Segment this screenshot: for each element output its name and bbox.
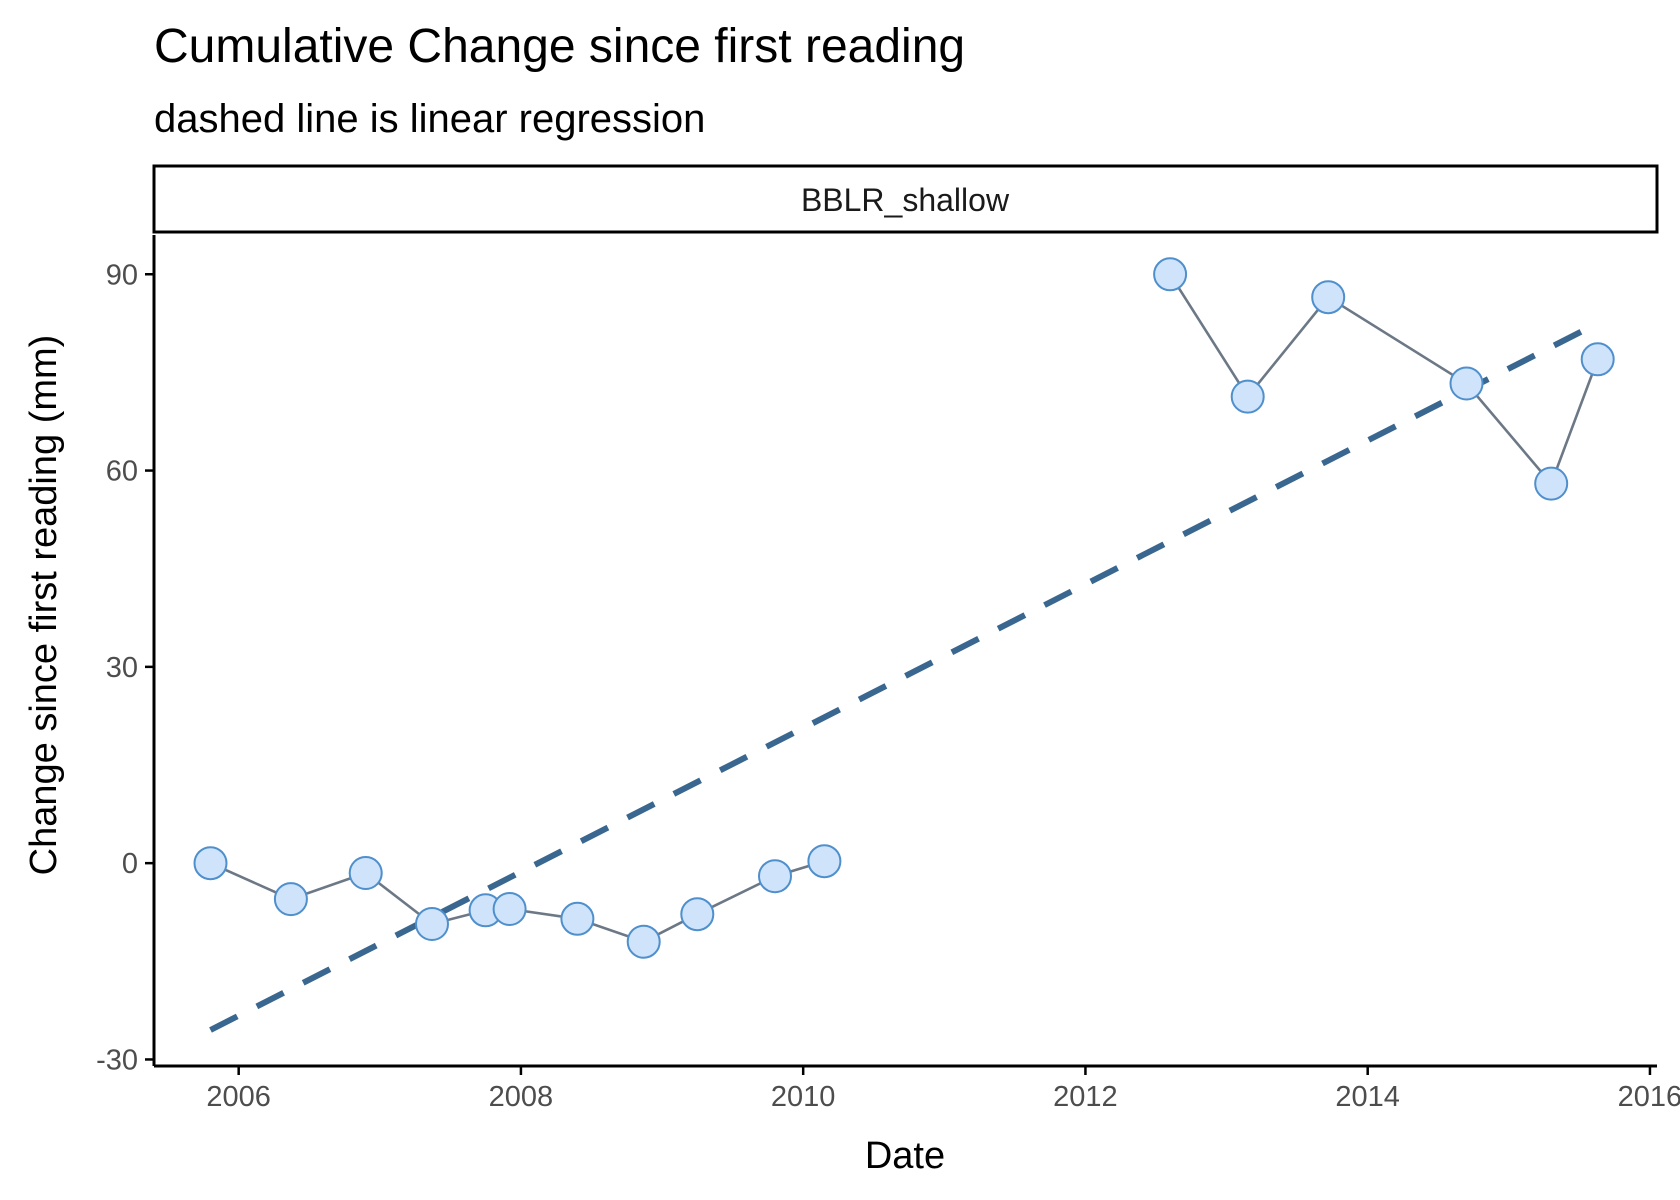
data-point	[193, 846, 228, 881]
data-point	[758, 859, 792, 894]
data-point	[1449, 366, 1484, 401]
y-tick-label: 60	[106, 456, 138, 488]
x-tick-label: 2006	[206, 1081, 271, 1113]
y-axis-title: Change since first reading (mm)	[23, 335, 65, 876]
x-axis-title: Date	[865, 1135, 945, 1177]
data-point	[1580, 342, 1615, 377]
axes: 2006 2008 2010 2012 2014 2016 -30 0 30 60 90	[96, 235, 1680, 1113]
data-point	[1534, 466, 1569, 501]
data-point	[1230, 379, 1265, 414]
x-tick-label: 2008	[489, 1081, 554, 1113]
chart-title: Cumulative Change since first reading	[154, 20, 965, 73]
data-point	[560, 901, 595, 936]
y-tick-label: 0	[122, 848, 138, 880]
y-tick-label: -30	[96, 1044, 138, 1076]
data-point	[626, 924, 661, 959]
data-point	[807, 844, 842, 879]
series-2-line	[1169, 273, 1599, 487]
data-point	[415, 907, 449, 941]
plot-area	[193, 257, 1615, 1033]
x-tick-label: 2010	[771, 1081, 836, 1113]
x-tick-label: 2014	[1335, 1081, 1400, 1113]
data-point	[680, 897, 715, 932]
data-point	[1311, 280, 1346, 315]
x-tick-label: 2012	[1053, 1081, 1118, 1113]
data-point	[273, 882, 308, 917]
data-point	[348, 856, 383, 890]
x-tick-label: 2016	[1618, 1081, 1680, 1113]
y-tick-label: 90	[106, 259, 138, 291]
data-point	[1153, 257, 1188, 292]
chart-subtitle: dashed line is linear regression	[154, 97, 705, 141]
facet-strip-label: BBLR_shallow	[801, 182, 1010, 218]
y-tick-label: 30	[106, 652, 138, 684]
data-point	[492, 892, 527, 926]
facet-strip	[152, 164, 1659, 234]
